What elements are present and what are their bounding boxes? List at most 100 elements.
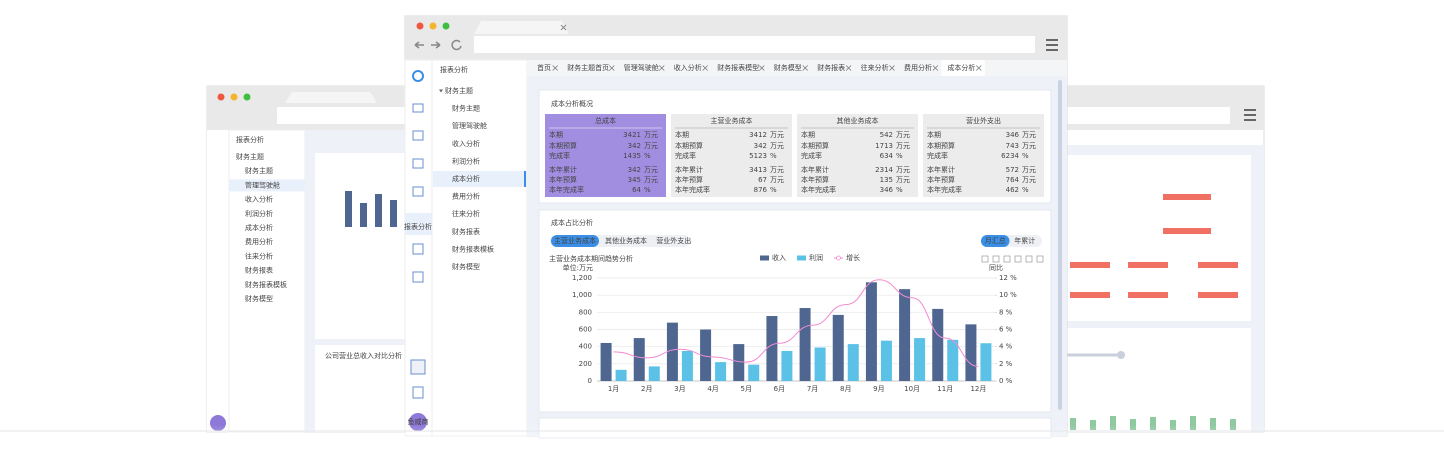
bar [814,347,826,381]
tab-close[interactable] [845,65,852,71]
y2-tick-label: 10 % [999,291,1017,299]
row-label: 本年累计 [549,165,577,174]
bar [932,308,944,381]
tab-close[interactable] [932,65,939,71]
row-value: 1713 [875,142,893,150]
toggle[interactable]: 年累计 [1014,236,1035,245]
nav-item[interactable]: 费用分析 [452,192,480,201]
chart-tool[interactable] [1014,255,1022,263]
toggle[interactable]: 月汇总 [985,236,1006,245]
left-browser-tab [285,92,377,103]
row-label: 本期预算 [801,141,829,150]
nav-item[interactable]: 财务主题 [452,104,480,113]
scrollbar[interactable] [1058,80,1062,410]
sidebar-icons[interactable] [410,103,426,399]
row-unit: 万元 [644,142,658,150]
bar [947,339,959,381]
left-mini-bar [390,200,397,227]
row-unit: 万元 [1022,142,1036,150]
forward-button[interactable] [431,41,441,49]
row-label: 本年累计 [927,165,955,174]
tab[interactable]: 管理驾驶舱 [624,63,659,72]
tab[interactable]: 往来分析 [861,63,889,72]
tab[interactable]: 费用分析 [904,63,932,72]
maximize-dot[interactable] [442,22,450,30]
bar [799,308,811,381]
nav-item[interactable]: 财务模型 [452,262,480,271]
tab-close[interactable] [802,65,808,71]
tab-close[interactable] [552,65,558,71]
bar [681,350,693,381]
left-mini-bar [375,194,382,227]
row-value: 345 [628,176,641,184]
tab-close[interactable] [976,65,982,71]
browser-tab[interactable] [474,21,569,34]
row-value: 342 [754,142,767,150]
y-tick-label: 200 [579,360,592,368]
bar [914,338,926,381]
chart-tool[interactable] [1003,255,1011,263]
tab-close[interactable] [759,65,765,71]
menu-icon[interactable] [1046,39,1058,51]
tab-close[interactable] [889,65,895,71]
right-card [1058,328,1251,432]
left-nav-item: 费用分析 [245,237,273,246]
tab[interactable]: 收入分析 [674,63,702,72]
nav-item[interactable]: 财务报表模板 [452,244,494,253]
chart-tool[interactable] [1036,255,1044,263]
row-value: 876 [754,186,768,194]
avatar-label[interactable]: 鱼威商 [408,417,429,426]
row-value: 1435 [623,152,641,160]
sidebar-label[interactable]: 报表分析 [404,222,432,231]
x-tick-label: 6月 [774,385,785,393]
x-tick-label: 5月 [741,385,752,393]
tab[interactable]: 财务报表模型 [717,63,759,72]
row-label: 本年累计 [675,165,703,174]
row-label: 本期 [927,130,941,139]
tab[interactable]: 财务报表 [817,63,845,72]
chart-tool[interactable] [992,255,1000,263]
reload-button[interactable] [451,39,462,51]
left-card-title: 公司营业总收入对比分析 [325,351,402,360]
chart-tool[interactable] [981,255,989,263]
row-label: 完成率 [801,151,822,160]
row-value: 346 [880,186,894,194]
nav-item[interactable]: 成本分析 [452,174,480,183]
pill[interactable]: 营业外支出 [656,236,691,245]
tab[interactable]: 首页 [537,63,551,72]
left-nav-item: 财务报表模板 [245,280,287,289]
y-tick-label: 800 [579,308,592,316]
address-bar[interactable] [474,36,1035,53]
row-label: 本期 [801,130,815,139]
bar [733,344,745,381]
nav-item[interactable]: 利润分析 [452,156,480,165]
line [613,279,979,367]
pill[interactable]: 主营业务成本 [554,236,596,245]
row-unit: % [896,186,903,194]
nav-item[interactable]: 收入分析 [452,139,480,148]
nav-item[interactable]: 往来分析 [452,209,480,218]
browser-tab-close[interactable] [560,24,567,31]
bar [832,314,844,381]
nav-item[interactable]: 财务主题 [445,86,473,95]
row-value: 572 [1006,166,1019,174]
tab[interactable]: 成本分析 [947,63,975,72]
row-unit: % [644,186,651,194]
tab[interactable]: 财务主题首页 [567,63,609,72]
row-unit: 万元 [644,166,658,174]
minimize-dot[interactable] [429,22,437,30]
nav-item[interactable]: 财务报表 [452,227,480,236]
row-label: 完成率 [927,151,948,160]
y-tick-label: 0 [588,377,592,385]
close-dot[interactable] [416,22,424,30]
back-button[interactable] [414,41,424,49]
tab-close[interactable] [702,65,708,71]
pill[interactable]: 其他业务成本 [605,236,647,245]
chart-tool[interactable] [1025,255,1033,263]
pill-active [551,235,599,247]
tab[interactable]: 财务模型 [774,63,802,72]
tab-close[interactable] [609,65,615,71]
card-title: 成本分析概况 [551,99,593,108]
nav-item[interactable]: 管理驾驶舱 [452,121,487,130]
tab-close[interactable] [659,65,665,71]
